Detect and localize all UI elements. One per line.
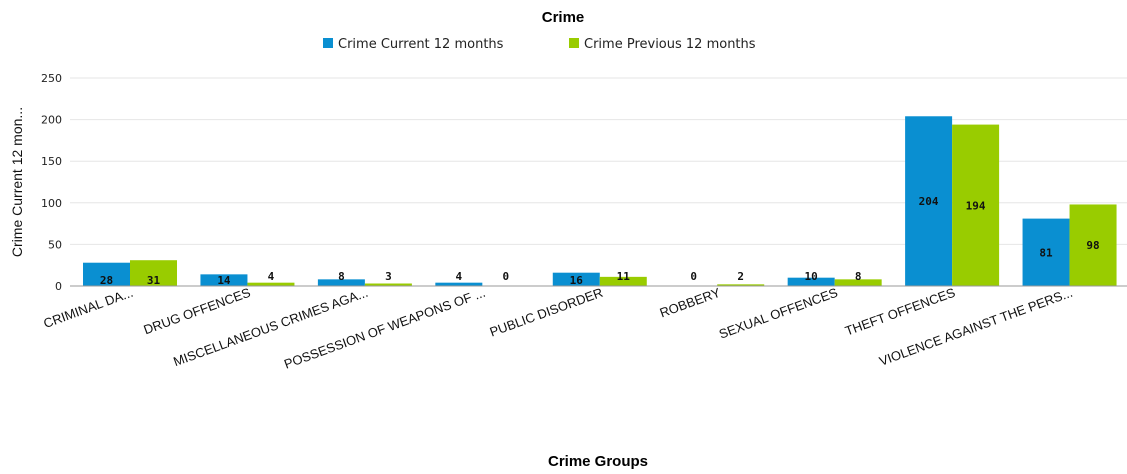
x-category-label: MISCELLANEOUS CRIMES AGA... <box>171 285 370 370</box>
bar-current <box>435 282 483 286</box>
data-label: 0 <box>503 270 510 283</box>
x-axis-categories: CRIMINAL DA... DRUG OFFENCESMISCELLANEOUS… <box>41 285 1074 372</box>
bar-previous <box>717 284 765 286</box>
y-axis-title: Crime Current 12 mon... <box>9 107 25 257</box>
x-category-label: SEXUAL OFFENCES <box>717 285 840 342</box>
data-label: 4 <box>456 270 463 283</box>
x-category-label: POSSESSION OF WEAPONS OF ... <box>282 285 487 372</box>
y-tick-label: 200 <box>41 114 62 127</box>
bar-previous <box>599 276 647 286</box>
chart-title: Crime <box>542 9 585 26</box>
legend-swatch-current <box>323 38 333 48</box>
bar-previous <box>130 260 177 286</box>
x-category-label: PUBLIC DISORDER <box>488 285 605 340</box>
legend-swatch-previous <box>569 38 579 48</box>
bar-current <box>200 274 248 286</box>
bar-current <box>317 279 365 286</box>
bar-previous <box>364 283 412 286</box>
x-category-label: THEFT OFFENCES <box>843 285 957 339</box>
data-label: 16 <box>570 274 584 287</box>
data-label: 2 <box>737 270 744 283</box>
bar-current <box>905 116 953 286</box>
legend-label-previous: Crime Previous 12 months <box>584 37 756 52</box>
bar-previous <box>952 124 1000 286</box>
data-label: 98 <box>1086 239 1099 252</box>
bars <box>83 116 1117 286</box>
data-label: 11 <box>617 270 631 283</box>
bar-current <box>552 272 600 286</box>
x-category-label: ROBBERY <box>658 285 723 321</box>
y-tick-label: 0 <box>55 280 62 293</box>
x-category-label: VIOLENCE AGAINST THE PERS... <box>877 285 1074 369</box>
data-label: 8 <box>338 270 345 283</box>
y-tick-label: 50 <box>48 238 62 251</box>
bar-current <box>787 277 835 286</box>
x-axis-title: Crime Groups <box>548 453 648 470</box>
data-label: 4 <box>268 270 275 283</box>
bar-current <box>1022 218 1070 286</box>
y-axis-ticks: 0 50 100 150 200 250 <box>41 72 62 293</box>
bar-previous <box>1069 204 1117 286</box>
bar-previous <box>834 279 882 286</box>
data-label: 194 <box>966 199 986 212</box>
legend-label-current: Crime Current 12 months <box>338 37 504 52</box>
data-label: 0 <box>690 270 697 283</box>
data-label: 10 <box>805 270 818 283</box>
bar-current <box>83 262 130 286</box>
y-tick-label: 250 <box>41 72 62 85</box>
data-label: 81 <box>1039 246 1053 259</box>
data-labels: 28 31 14 4 8 3 4 0 16 11 0 2 10 8 204 194 81 98 <box>100 195 1100 287</box>
bar-previous <box>247 282 295 286</box>
legend: Crime Current 12 months Crime Previous 1… <box>323 37 756 52</box>
y-tick-label: 100 <box>41 197 62 210</box>
data-label: 28 <box>100 274 113 287</box>
data-label: 3 <box>385 270 392 283</box>
data-label: 204 <box>919 195 939 208</box>
data-label: 8 <box>855 270 862 283</box>
x-category-label: DRUG OFFENCES <box>141 285 252 338</box>
data-label: 14 <box>217 274 231 287</box>
data-label: 31 <box>147 274 161 287</box>
y-tick-label: 150 <box>41 155 62 168</box>
